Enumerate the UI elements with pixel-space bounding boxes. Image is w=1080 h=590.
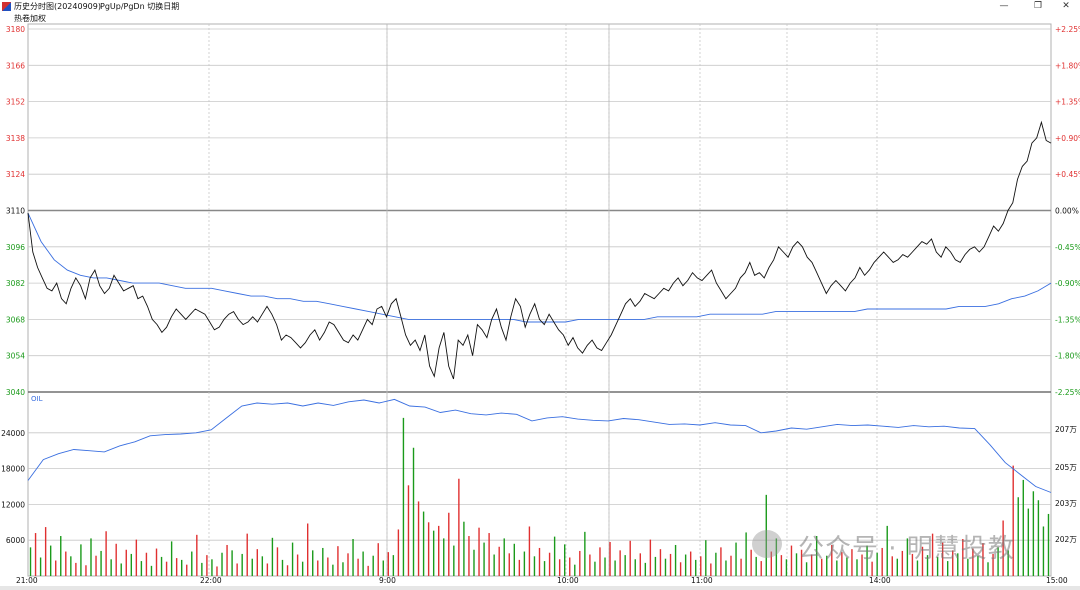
- close-button[interactable]: ✕: [1062, 1, 1070, 11]
- chart-frame: [27, 23, 1052, 577]
- pct-tick-label: +0.90%: [1055, 134, 1080, 143]
- price-tick-label: 3068: [6, 315, 25, 324]
- restore-button[interactable]: ❐: [1033, 1, 1043, 11]
- oi-line: [27, 398, 1052, 493]
- pct-tick-label: -2.25%: [1055, 388, 1080, 397]
- pct-tick-label: +1.80%: [1055, 61, 1080, 70]
- time-tick-label: 10:00: [557, 576, 579, 585]
- price-tick-label: 3124: [6, 170, 25, 179]
- volume-tick-label: 18000: [1, 465, 25, 474]
- pct-tick-label: -1.80%: [1055, 352, 1080, 361]
- price-tick-label: 3082: [6, 279, 25, 288]
- pct-tick-label: 0.00%: [1055, 207, 1079, 216]
- time-tick-label: 14:00: [869, 576, 891, 585]
- date-switch-hint: PgUp/PgDn 切换日期: [100, 2, 180, 11]
- oi-tick-label: 202万: [1055, 535, 1077, 544]
- volume-tick-label: 6000: [6, 536, 25, 545]
- price-tick-label: 3152: [6, 98, 25, 107]
- volume-tick-label: 12000: [1, 500, 25, 509]
- pct-tick-label: +1.35%: [1055, 98, 1080, 107]
- time-tick-label: 15:00: [1046, 576, 1068, 585]
- price-tick-label: 3040: [6, 388, 25, 397]
- pct-tick-label: +2.25%: [1055, 25, 1080, 34]
- price-tick-label: 3096: [6, 243, 25, 252]
- oi-tick-label: 205万: [1055, 463, 1077, 472]
- oi-tick-label: 207万: [1055, 425, 1077, 434]
- minimize-button[interactable]: —: [999, 1, 1009, 11]
- time-tick-label: 11:00: [691, 576, 713, 585]
- wechat-logo-icon: [752, 530, 782, 558]
- price-tick-label: 3110: [6, 207, 25, 216]
- pct-tick-label: +0.45%: [1055, 170, 1080, 179]
- pct-tick-label: -0.90%: [1055, 279, 1080, 288]
- pct-tick-label: -0.45%: [1055, 243, 1080, 252]
- price-line: [27, 120, 1052, 380]
- volume-tick-label: 24000: [1, 429, 25, 438]
- price-tick-label: 3138: [6, 134, 25, 143]
- oi-tick-label: 203万: [1055, 499, 1077, 508]
- oi-axis-label: OIL: [31, 395, 43, 403]
- app-logo-icon: [2, 2, 11, 11]
- time-tick-label: 22:00: [200, 576, 222, 585]
- status-strip: [0, 586, 1080, 590]
- window-title: 历史分时图(20240909): [14, 2, 101, 11]
- price-tick-label: 3180: [6, 25, 25, 34]
- pct-tick-label: -1.35%: [1055, 315, 1080, 324]
- average-price-line: [27, 212, 1052, 323]
- time-tick-label: 9:00: [379, 576, 396, 585]
- watermark: 公众号 · 明慧投教: [798, 534, 1015, 564]
- time-tick-label: 21:00: [16, 576, 38, 585]
- instrument-label: 热卷加权: [14, 14, 46, 23]
- title-bar: 历史分时图(20240909) PgUp/PgDn 切换日期 — ❐ ✕: [0, 0, 1080, 13]
- price-tick-label: 3166: [6, 61, 25, 70]
- price-tick-label: 3054: [6, 352, 25, 361]
